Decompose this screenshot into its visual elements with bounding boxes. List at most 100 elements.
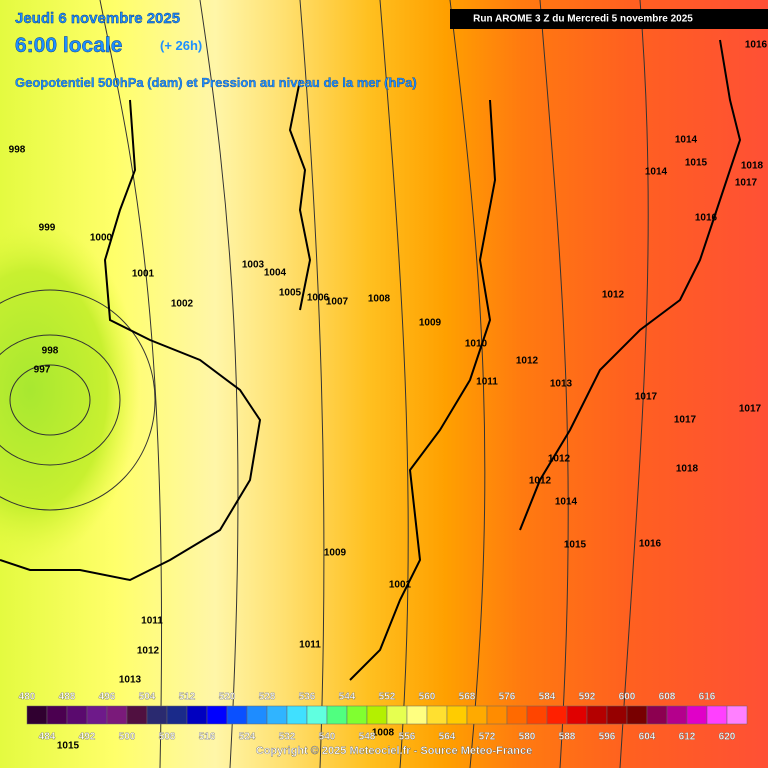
pressure-label: 1017: [674, 415, 697, 426]
pressure-label: 1015: [685, 158, 708, 169]
pressure-label: 1012: [137, 646, 160, 657]
pressure-label: 1005: [279, 288, 302, 299]
colorbar-cell: [246, 705, 268, 725]
pressure-label: 1001: [132, 269, 155, 280]
pressure-label: 1016: [745, 40, 768, 51]
pressure-label: 1008: [368, 294, 391, 305]
pressure-label: 999: [39, 223, 56, 234]
pressure-label: 1014: [675, 135, 698, 146]
pressure-label: 1008: [372, 728, 395, 739]
pressure-label: 1015: [564, 540, 587, 551]
colorbar-label: 576: [499, 692, 516, 703]
colorbar-label: 516: [199, 732, 216, 743]
isobars: [0, 0, 649, 768]
pressure-label: 998: [9, 145, 26, 156]
colorbar-label: 592: [579, 692, 596, 703]
pressure-label: 1009: [419, 318, 442, 329]
pressure-label: 1014: [555, 497, 578, 508]
colorbar-cell: [46, 705, 68, 725]
colorbar-label: 492: [79, 732, 96, 743]
forecast-time: 6:00 locale: [15, 34, 122, 57]
pressure-label: 1007: [326, 297, 349, 308]
pressure-label: 1018: [676, 464, 699, 475]
colorbar-cell: [146, 705, 168, 725]
forecast-lead: (+ 26h): [160, 38, 202, 53]
pressure-label: 1004: [264, 268, 287, 279]
pressure-label: 1011: [141, 616, 163, 627]
colorbar-cell: [266, 705, 288, 725]
copyright: Copyright © 2025 Meteociel.fr - Source M…: [256, 745, 532, 757]
map-subtitle: Geopotentiel 500hPa (dam) et Pression au…: [15, 75, 417, 90]
pressure-label: 1012: [548, 454, 571, 465]
pressure-label: 1016: [639, 539, 662, 550]
pressure-label: 1013: [550, 379, 573, 390]
pressure-label: 1014: [645, 167, 668, 178]
colorbar-label: 536: [299, 692, 316, 703]
colorbar-label: 608: [659, 692, 676, 703]
colorbar-cell: [546, 705, 568, 725]
colorbar-label: 500: [119, 732, 136, 743]
colorbar-label: 572: [479, 732, 496, 743]
colorbar-cell: [286, 705, 308, 725]
colorbar-cell: [26, 705, 48, 725]
colorbar-label: 620: [719, 732, 736, 743]
colorbar-label: 496: [99, 692, 116, 703]
pressure-label: 1009: [324, 548, 347, 559]
colorbar-label: 508: [159, 732, 176, 743]
colorbar-cell: [306, 705, 328, 725]
run-header: Run AROME 3 Z du Mercredi 5 novembre 202…: [473, 14, 693, 25]
pressure-label: 1017: [735, 178, 758, 189]
colorbar-label: 600: [619, 692, 636, 703]
colorbar-cell: [386, 705, 408, 725]
pressure-label: 1018: [741, 161, 764, 172]
pressure-label: 1012: [529, 476, 552, 487]
colorbar-cell: [606, 705, 628, 725]
colorbar-label: 584: [539, 692, 556, 703]
pressure-label: 1012: [602, 290, 625, 301]
pressure-label: 997: [34, 365, 51, 376]
colorbar-label: 488: [59, 692, 76, 703]
forecast-date: Jeudi 6 novembre 2025: [15, 10, 180, 27]
colorbar-cell: [406, 705, 428, 725]
colorbar-label: 604: [639, 732, 656, 743]
pressure-label: 1002: [171, 299, 194, 310]
colorbar-label: 512: [179, 692, 196, 703]
colorbar-cell: [326, 705, 348, 725]
colorbar-cell: [86, 705, 108, 725]
colorbar-cell: [346, 705, 368, 725]
colorbar-label: 540: [319, 732, 336, 743]
colorbar-label: 552: [379, 692, 396, 703]
borders: [0, 39, 742, 681]
colorbar-cell: [586, 705, 608, 725]
colorbar-cell: [706, 705, 728, 725]
colorbar-label: 568: [459, 692, 476, 703]
pressure-label: 1012: [516, 356, 539, 367]
colorbar-cell: [646, 705, 668, 725]
colorbar-cell: [186, 705, 208, 725]
colorbar-label: 520: [219, 692, 236, 703]
pressure-label: 1017: [739, 404, 762, 415]
colorbar-cell: [506, 705, 528, 725]
colorbar-label: 528: [259, 692, 276, 703]
colorbar-cell: [226, 705, 248, 725]
colorbar-label: 480: [19, 692, 36, 703]
colorbar-cell: [486, 705, 508, 725]
pressure-label: 1017: [635, 392, 658, 403]
colorbar-cell: [126, 705, 148, 725]
colorbar-label: 560: [419, 692, 436, 703]
pressure-label: 1011: [299, 640, 321, 651]
colorbar-cell: [666, 705, 688, 725]
colorbar-cell: [526, 705, 548, 725]
pressure-label: 1010: [465, 339, 488, 350]
colorbar-cell: [446, 705, 468, 725]
colorbar-cell: [566, 705, 588, 725]
colorbar-cell: [66, 705, 88, 725]
colorbar-label: 612: [679, 732, 696, 743]
colorbar-label: 556: [399, 732, 416, 743]
pressure-label: 1000: [90, 233, 113, 244]
colorbar-label: 484: [39, 732, 56, 743]
pressure-label: 998: [42, 346, 59, 357]
colorbar-label: 544: [339, 692, 356, 703]
colorbar-label: 548: [359, 732, 376, 743]
pressure-label: 1016: [695, 213, 718, 224]
